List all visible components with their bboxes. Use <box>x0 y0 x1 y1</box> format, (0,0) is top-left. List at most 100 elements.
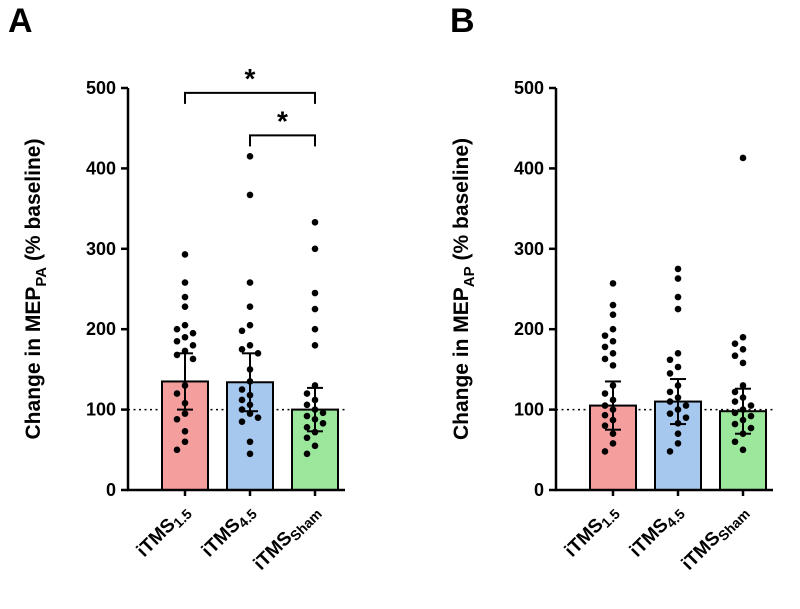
data-point <box>181 251 189 258</box>
data-point <box>311 289 319 297</box>
data-point <box>609 406 617 413</box>
data-point <box>189 329 197 337</box>
y-tick-label: 0 <box>534 480 544 500</box>
data-point <box>311 245 319 253</box>
data-point <box>601 422 609 429</box>
data-point <box>173 446 181 454</box>
data-point <box>246 401 254 409</box>
data-point <box>609 362 617 369</box>
data-point <box>609 430 617 438</box>
data-point <box>238 396 246 404</box>
x-tick-label: iTMSSham <box>250 501 325 576</box>
y-tick-label: 200 <box>514 319 544 339</box>
data-point <box>181 428 189 435</box>
data-point <box>682 414 690 421</box>
data-point <box>609 325 617 333</box>
data-point <box>601 355 609 363</box>
data-point <box>674 419 682 427</box>
data-point <box>747 412 755 420</box>
data-point <box>173 351 181 359</box>
data-point <box>609 301 617 309</box>
data-point <box>311 428 319 436</box>
data-point <box>246 391 254 399</box>
data-point <box>674 363 682 371</box>
y-tick-label: 400 <box>514 158 544 178</box>
data-point <box>189 355 197 363</box>
data-point <box>246 450 254 458</box>
significance-bracket <box>184 91 316 104</box>
data-point <box>609 416 617 424</box>
data-point <box>674 440 682 447</box>
data-point <box>601 448 609 455</box>
data-point <box>609 337 617 345</box>
y-tick-label: 500 <box>514 78 544 98</box>
data-point <box>246 191 254 199</box>
data-point <box>601 411 609 419</box>
data-point <box>254 350 262 357</box>
data-point <box>311 325 319 333</box>
data-point <box>181 382 189 389</box>
data-point <box>739 394 747 401</box>
data-point <box>254 414 262 421</box>
data-point <box>246 279 254 286</box>
y-tick-label: 500 <box>86 78 116 98</box>
data-point <box>319 419 327 427</box>
data-point <box>181 321 189 329</box>
x-tick-label: iTMS1.5 <box>561 501 623 563</box>
data-point <box>731 409 739 417</box>
data-point <box>303 434 311 442</box>
x-tick-label: iTMS4.5 <box>198 501 260 563</box>
data-point <box>246 321 254 329</box>
x-tick-label: iTMSSham <box>678 501 753 576</box>
x-tick-label: iTMS4.5 <box>626 501 688 563</box>
data-point <box>674 275 682 282</box>
data-point <box>173 325 181 333</box>
data-point <box>609 440 617 447</box>
data-point <box>181 410 189 417</box>
data-point <box>238 327 246 335</box>
data-point <box>731 420 739 428</box>
data-point <box>739 333 747 341</box>
data-point <box>189 341 197 349</box>
data-point <box>311 305 319 313</box>
data-point <box>739 346 747 353</box>
panel-label-b: B <box>450 2 475 40</box>
y-axis-title: Change in MEPAP (% baseline) <box>450 138 478 440</box>
data-point <box>181 303 189 310</box>
data-point <box>731 388 739 396</box>
data-point <box>609 396 617 404</box>
y-axis-title: Change in MEPPA (% baseline) <box>22 139 50 440</box>
data-point <box>246 153 254 160</box>
data-point <box>601 332 609 339</box>
y-tick-label: 300 <box>86 239 116 259</box>
data-point <box>739 382 747 389</box>
data-point <box>609 280 617 287</box>
y-tick-label: 200 <box>86 319 116 339</box>
data-point <box>739 406 747 413</box>
data-point <box>173 415 181 423</box>
data-point <box>674 350 682 357</box>
data-point <box>303 401 311 409</box>
data-point <box>739 416 747 424</box>
data-point <box>601 343 609 351</box>
data-point <box>674 293 682 301</box>
data-point <box>682 402 690 409</box>
data-point <box>311 396 319 404</box>
data-point <box>246 341 254 349</box>
significance-star: * <box>277 105 288 136</box>
data-point <box>731 352 739 360</box>
data-point <box>246 378 254 385</box>
data-point <box>674 382 682 389</box>
data-point <box>181 279 189 286</box>
data-point <box>303 412 311 420</box>
data-point <box>666 356 674 364</box>
data-point <box>238 346 246 353</box>
data-point <box>739 430 747 438</box>
data-point <box>181 347 189 355</box>
data-point <box>666 388 674 396</box>
data-point <box>601 390 609 397</box>
data-point <box>311 442 319 450</box>
data-point <box>731 438 739 446</box>
